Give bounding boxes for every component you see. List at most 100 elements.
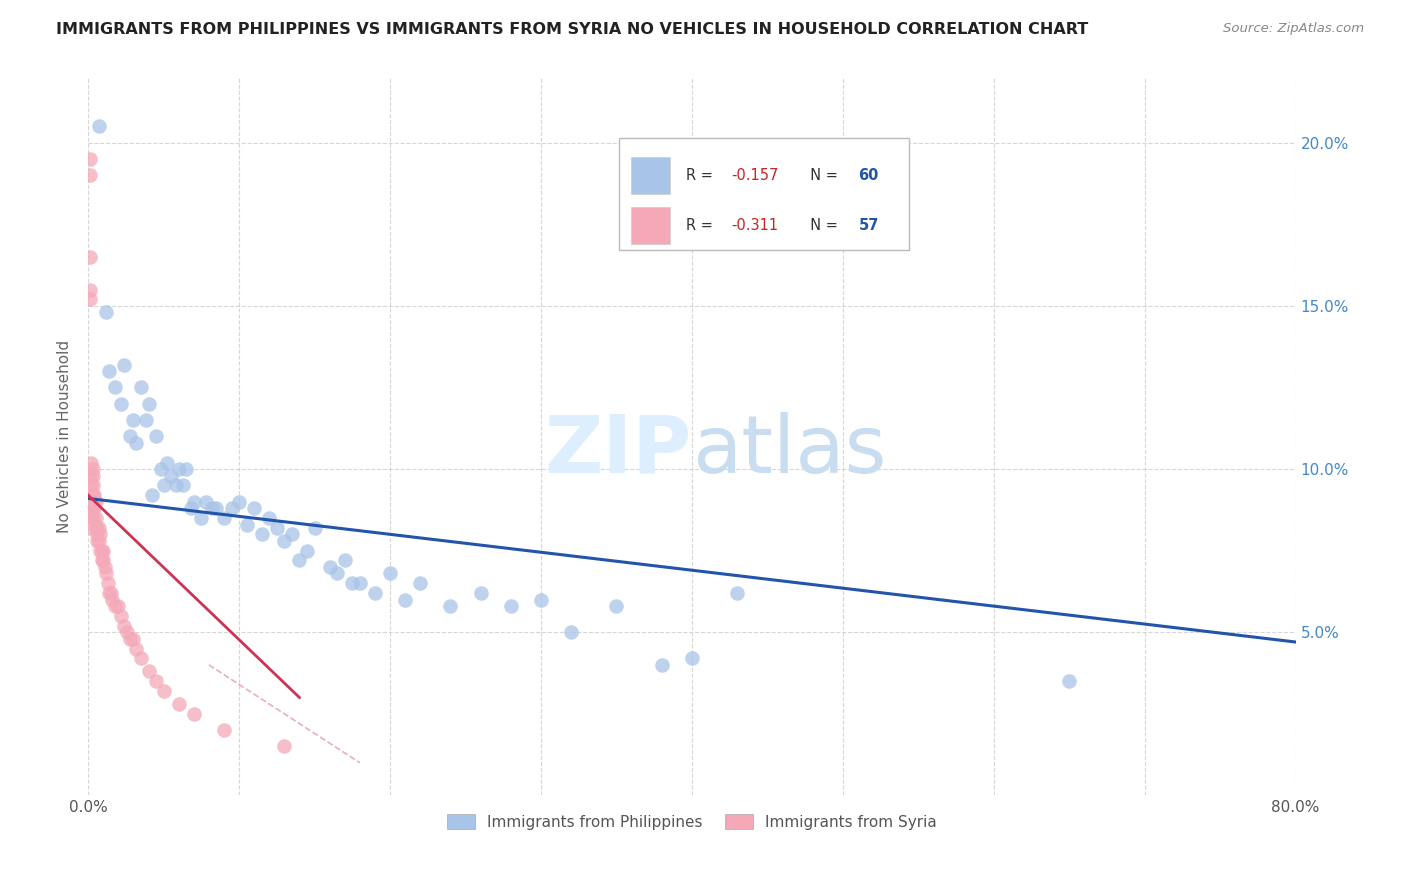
- Point: [87, 533, 110, 548]
- Point: [342, 576, 364, 591]
- Text: -0.157: -0.157: [731, 168, 779, 183]
- Point: [80, 501, 103, 516]
- Point: [80, 511, 103, 525]
- Point: [470, 586, 492, 600]
- Point: [98, 364, 121, 378]
- Point: [152, 478, 174, 492]
- Point: [89, 543, 111, 558]
- Text: atlas: atlas: [692, 412, 886, 490]
- Point: [80, 468, 103, 483]
- Point: [79, 293, 101, 307]
- Point: [79, 283, 101, 297]
- Point: [725, 586, 748, 600]
- Text: N =: N =: [800, 218, 842, 233]
- Point: [304, 521, 326, 535]
- Point: [110, 608, 132, 623]
- Point: [180, 501, 202, 516]
- Point: [281, 527, 304, 541]
- Point: [112, 358, 135, 372]
- Point: [122, 632, 145, 646]
- Point: [90, 543, 112, 558]
- FancyBboxPatch shape: [620, 138, 910, 250]
- Point: [183, 706, 205, 721]
- Point: [160, 468, 183, 483]
- Point: [96, 566, 118, 581]
- Point: [83, 501, 105, 516]
- Point: [228, 494, 250, 508]
- FancyBboxPatch shape: [631, 156, 671, 194]
- Point: [165, 478, 187, 492]
- Point: [1057, 674, 1080, 689]
- Point: [190, 511, 212, 525]
- Point: [120, 429, 142, 443]
- Point: [605, 599, 627, 614]
- Point: [84, 511, 107, 525]
- Point: [212, 723, 235, 738]
- Point: [82, 462, 104, 476]
- Point: [530, 592, 553, 607]
- Point: [149, 462, 172, 476]
- Point: [112, 618, 135, 632]
- Point: [97, 576, 120, 591]
- Point: [250, 527, 273, 541]
- Point: [80, 478, 103, 492]
- Point: [194, 494, 217, 508]
- Point: [288, 553, 311, 567]
- Point: [326, 566, 349, 581]
- Point: [83, 494, 105, 508]
- Point: [80, 521, 103, 535]
- FancyBboxPatch shape: [631, 207, 671, 244]
- Point: [80, 494, 103, 508]
- Point: [235, 517, 257, 532]
- Point: [96, 305, 118, 319]
- Point: [259, 511, 281, 525]
- Point: [174, 462, 197, 476]
- Point: [125, 641, 148, 656]
- Point: [378, 566, 401, 581]
- Point: [100, 586, 122, 600]
- Text: R =: R =: [686, 168, 717, 183]
- Point: [273, 739, 295, 754]
- Point: [172, 478, 194, 492]
- Point: [107, 599, 129, 614]
- Point: [87, 521, 110, 535]
- Point: [145, 674, 167, 689]
- Point: [94, 560, 117, 574]
- Point: [110, 397, 132, 411]
- Point: [86, 527, 108, 541]
- Point: [156, 456, 179, 470]
- Point: [101, 592, 124, 607]
- Point: [117, 625, 139, 640]
- Point: [122, 413, 145, 427]
- Y-axis label: No Vehicles in Household: No Vehicles in Household: [58, 340, 72, 533]
- Point: [134, 413, 156, 427]
- Point: [167, 462, 190, 476]
- Point: [90, 553, 112, 567]
- Point: [82, 488, 104, 502]
- Text: -0.311: -0.311: [731, 218, 779, 233]
- Point: [221, 501, 243, 516]
- Text: R =: R =: [686, 218, 717, 233]
- Point: [167, 697, 190, 711]
- Point: [141, 488, 163, 502]
- Point: [82, 468, 104, 483]
- Point: [84, 494, 107, 508]
- Point: [681, 651, 703, 665]
- Point: [84, 521, 107, 535]
- Point: [82, 478, 104, 492]
- Point: [82, 511, 104, 525]
- Point: [364, 586, 387, 600]
- Point: [104, 599, 127, 614]
- Text: Source: ZipAtlas.com: Source: ZipAtlas.com: [1223, 22, 1364, 36]
- Point: [120, 632, 142, 646]
- Point: [243, 501, 266, 516]
- Legend: Immigrants from Philippines, Immigrants from Syria: Immigrants from Philippines, Immigrants …: [443, 810, 941, 834]
- Text: 57: 57: [859, 218, 879, 233]
- Point: [349, 576, 371, 591]
- Point: [439, 599, 461, 614]
- Point: [129, 651, 152, 665]
- Point: [79, 152, 101, 166]
- Point: [205, 501, 228, 516]
- Point: [79, 250, 101, 264]
- Point: [651, 657, 673, 672]
